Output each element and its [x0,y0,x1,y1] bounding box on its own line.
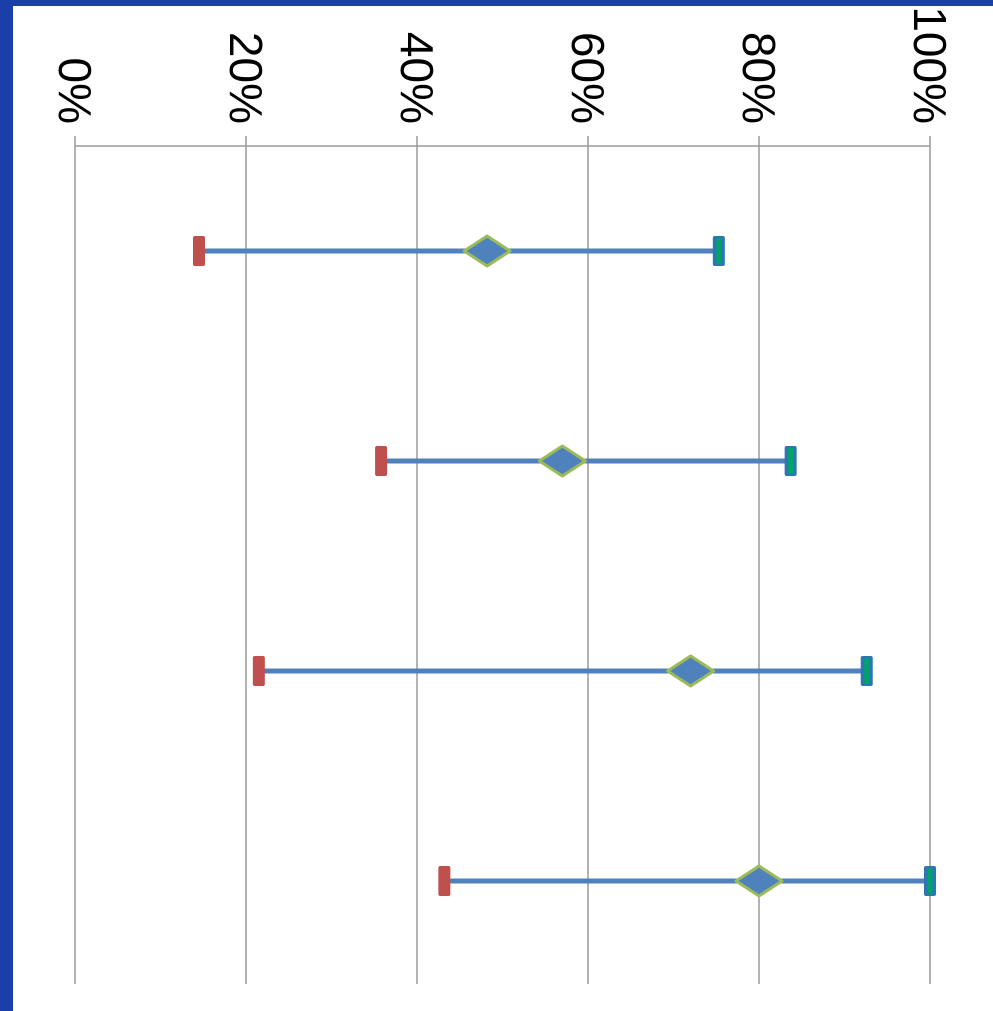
tick-label: 100% [904,6,956,124]
low-marker [192,236,205,266]
tick-label: 0% [49,58,101,124]
low-marker [375,446,388,476]
estimate-marker [734,864,784,898]
high-marker [784,446,797,476]
estimate-marker [666,654,716,688]
tick-label: 60% [562,32,614,124]
high-marker [712,236,725,266]
low-marker [252,656,265,686]
tick-label: 20% [220,32,272,124]
high-marker [924,866,936,896]
range-lines [198,248,930,884]
high-marker [860,656,873,686]
low-marker [438,866,451,896]
chart-frame: 0% 20% 40% 60% 80% 100% [13,6,993,1011]
estimate-marker [537,444,587,478]
tick-label: 80% [733,32,785,124]
gridlines [74,136,931,984]
estimate-marker [462,234,512,268]
value-axis-ticks: 0% 20% 40% 60% 80% 100% [49,6,956,124]
range-chart: 0% 20% 40% 60% 80% 100% [49,6,956,984]
markers [192,234,936,898]
tick-label: 40% [391,32,443,124]
